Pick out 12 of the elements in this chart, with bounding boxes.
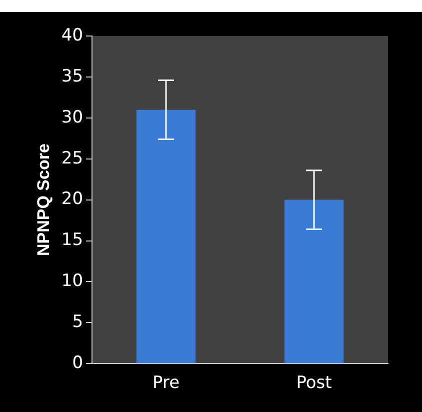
x-tick-label: Post (296, 373, 332, 394)
y-axis-title: NPNPQ Score (34, 144, 53, 256)
x-tick-label: Pre (152, 373, 180, 394)
y-tick-label: 30 (61, 107, 84, 128)
y-tick-label: 15 (61, 230, 84, 250)
y-tick-label: 5 (72, 312, 84, 332)
y-tick-label: 20 (61, 189, 84, 210)
y-tick-label: 10 (61, 271, 84, 292)
y-tick-label: 0 (72, 353, 84, 374)
y-tick-label: 40 (61, 25, 84, 46)
y-tick-label: 25 (61, 148, 84, 168)
y-tick-label: 35 (61, 66, 84, 86)
